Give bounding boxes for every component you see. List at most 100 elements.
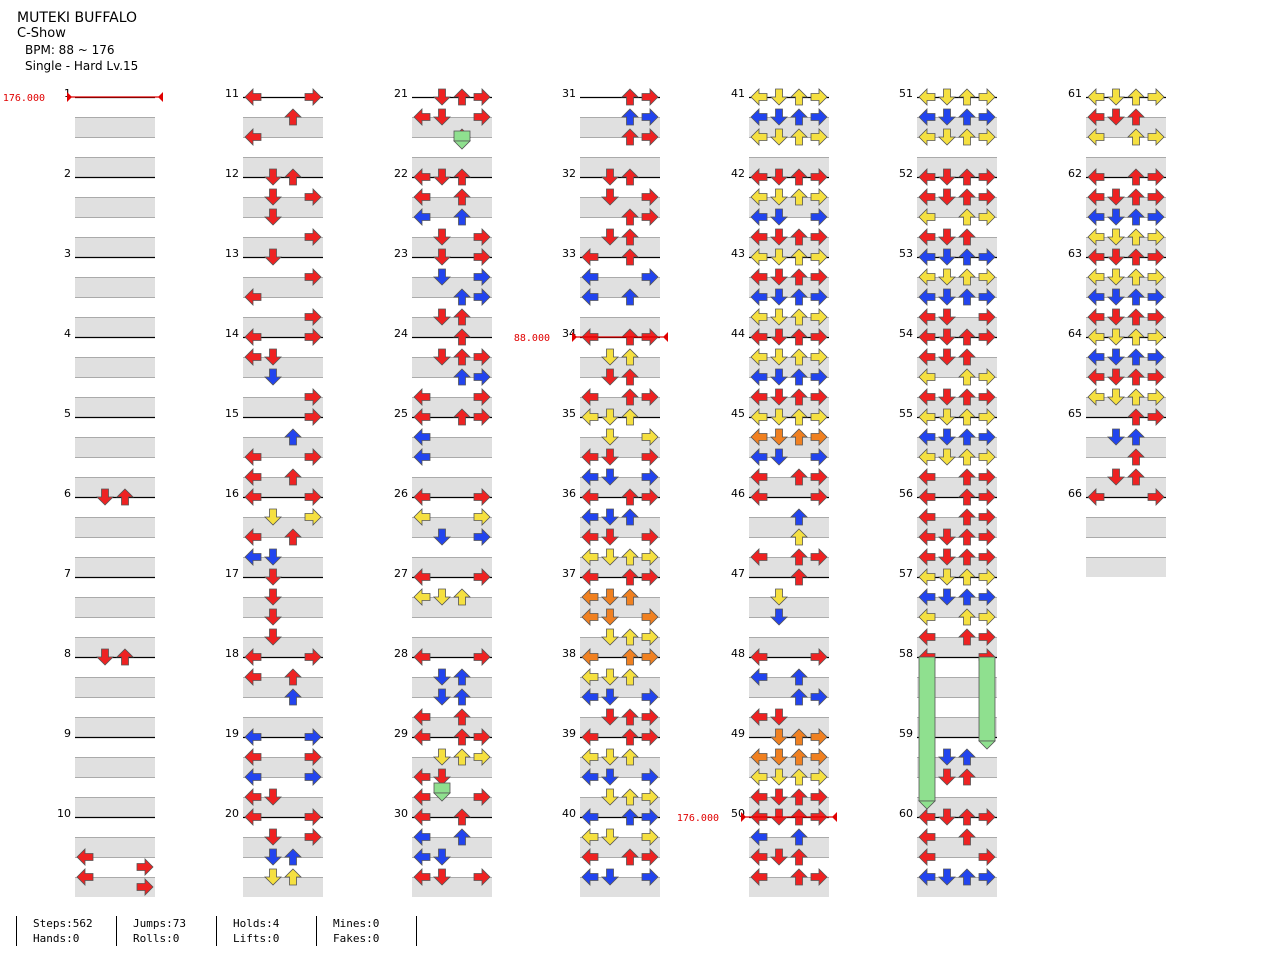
beat-band bbox=[75, 477, 155, 497]
beat-band bbox=[75, 317, 155, 337]
right-arrow-icon bbox=[641, 828, 659, 846]
up-arrow-icon bbox=[790, 528, 808, 546]
left-arrow-icon bbox=[750, 708, 768, 726]
beat-band bbox=[243, 237, 323, 257]
up-arrow-icon bbox=[116, 648, 134, 666]
right-arrow-icon bbox=[641, 628, 659, 646]
left-arrow-icon bbox=[244, 788, 262, 806]
left-arrow-icon bbox=[750, 348, 768, 366]
up-arrow-icon bbox=[958, 248, 976, 266]
left-arrow-icon bbox=[581, 408, 599, 426]
beat-band bbox=[412, 477, 492, 497]
measure-number: 39 bbox=[562, 727, 576, 740]
stats-bar: Steps:562 Hands:0 Jumps:73 Rolls:0 Holds… bbox=[16, 916, 417, 946]
left-arrow-icon bbox=[244, 468, 262, 486]
up-arrow-icon bbox=[790, 88, 808, 106]
left-arrow-icon bbox=[581, 448, 599, 466]
right-arrow-icon bbox=[641, 608, 659, 626]
beat-band bbox=[749, 517, 829, 537]
holds-count: Holds:4 bbox=[233, 917, 280, 930]
beat-band bbox=[749, 677, 829, 697]
right-arrow-icon bbox=[810, 468, 828, 486]
measure-number: 53 bbox=[899, 247, 913, 260]
down-arrow-icon bbox=[1107, 88, 1125, 106]
up-arrow-icon bbox=[790, 508, 808, 526]
up-arrow-icon bbox=[958, 208, 976, 226]
measure-number: 6 bbox=[64, 487, 71, 500]
left-arrow-icon bbox=[413, 648, 431, 666]
down-arrow-icon bbox=[770, 768, 788, 786]
left-arrow-icon bbox=[413, 728, 431, 746]
beat-band bbox=[75, 277, 155, 297]
down-arrow-icon bbox=[433, 168, 451, 186]
down-arrow-icon bbox=[770, 408, 788, 426]
beat-band bbox=[75, 157, 155, 177]
measure-number: 2 bbox=[64, 167, 71, 180]
beat-band bbox=[412, 397, 492, 417]
measure-number: 7 bbox=[64, 567, 71, 580]
right-arrow-icon bbox=[978, 528, 996, 546]
down-arrow-icon bbox=[433, 588, 451, 606]
down-arrow-icon bbox=[264, 788, 282, 806]
right-arrow-icon bbox=[641, 108, 659, 126]
left-arrow-icon bbox=[918, 288, 936, 306]
left-arrow-icon bbox=[413, 568, 431, 586]
up-arrow-icon bbox=[958, 868, 976, 886]
beat-band bbox=[243, 397, 323, 417]
right-arrow-icon bbox=[304, 408, 322, 426]
right-arrow-icon bbox=[810, 408, 828, 426]
beat-band bbox=[1086, 117, 1166, 137]
down-arrow-icon bbox=[938, 248, 956, 266]
beat-band bbox=[243, 637, 323, 657]
stats-group-jumps: Jumps:73 Rolls:0 bbox=[116, 916, 216, 946]
right-arrow-icon bbox=[1147, 268, 1165, 286]
beat-band bbox=[412, 797, 492, 817]
up-arrow-icon bbox=[958, 628, 976, 646]
up-arrow-icon bbox=[621, 228, 639, 246]
measure-number: 12 bbox=[225, 167, 239, 180]
beat-band bbox=[917, 877, 997, 897]
down-arrow-icon bbox=[264, 248, 282, 266]
beat-band bbox=[749, 197, 829, 217]
down-arrow-icon bbox=[938, 808, 956, 826]
up-arrow-icon bbox=[453, 368, 471, 386]
beat-band bbox=[580, 637, 660, 657]
jumps-count: Jumps:73 bbox=[133, 917, 186, 930]
measure-number: 60 bbox=[899, 807, 913, 820]
up-arrow-icon bbox=[453, 208, 471, 226]
left-arrow-icon bbox=[918, 268, 936, 286]
up-arrow-icon bbox=[621, 848, 639, 866]
down-arrow-icon bbox=[264, 548, 282, 566]
left-arrow-icon bbox=[581, 648, 599, 666]
right-arrow-icon bbox=[473, 368, 491, 386]
left-arrow-icon bbox=[1087, 108, 1105, 126]
down-arrow-icon bbox=[601, 668, 619, 686]
right-arrow-icon bbox=[473, 508, 491, 526]
bpm-change-label: 176.000 bbox=[3, 93, 45, 104]
beat-band bbox=[412, 717, 492, 737]
down-arrow-icon bbox=[1107, 228, 1125, 246]
right-arrow-icon bbox=[978, 88, 996, 106]
down-arrow-icon bbox=[770, 248, 788, 266]
measure-number: 32 bbox=[562, 167, 576, 180]
up-arrow-icon bbox=[621, 408, 639, 426]
beat-band bbox=[412, 277, 492, 297]
left-arrow-icon bbox=[1087, 188, 1105, 206]
left-arrow-icon bbox=[750, 748, 768, 766]
measure-number: 59 bbox=[899, 727, 913, 740]
beat-band bbox=[580, 677, 660, 697]
beat-band bbox=[412, 357, 492, 377]
right-arrow-icon bbox=[810, 748, 828, 766]
down-arrow-icon bbox=[938, 88, 956, 106]
stats-group-steps: Steps:562 Hands:0 bbox=[16, 916, 116, 946]
down-arrow-icon bbox=[433, 688, 451, 706]
up-arrow-icon bbox=[1127, 168, 1145, 186]
right-arrow-icon bbox=[473, 108, 491, 126]
left-arrow-icon bbox=[750, 408, 768, 426]
down-arrow-icon bbox=[938, 168, 956, 186]
up-arrow-icon bbox=[621, 488, 639, 506]
beat-band bbox=[917, 437, 997, 457]
down-arrow-icon bbox=[770, 448, 788, 466]
right-arrow-icon bbox=[473, 528, 491, 546]
right-arrow-icon bbox=[810, 88, 828, 106]
